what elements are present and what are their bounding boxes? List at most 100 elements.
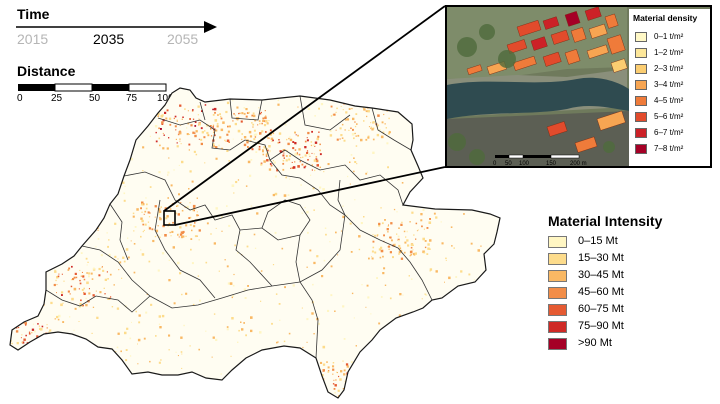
raster-cell <box>14 111 17 114</box>
raster-cell <box>470 242 473 245</box>
raster-cell <box>238 389 240 391</box>
raster-cell <box>320 361 323 364</box>
raster-cell <box>350 251 353 253</box>
raster-cell <box>269 372 273 376</box>
raster-cell <box>195 397 199 398</box>
raster-cell <box>266 159 269 162</box>
raster-cell <box>228 125 231 128</box>
raster-cell <box>202 388 206 391</box>
raster-cell <box>154 235 157 238</box>
raster-cell <box>155 88 159 91</box>
raster-cell <box>289 136 291 138</box>
density-label: 5–6 t/m² <box>654 112 684 121</box>
raster-cell <box>371 256 373 258</box>
raster-cell <box>140 99 142 102</box>
raster-cell <box>468 393 470 395</box>
raster-cell <box>186 127 188 129</box>
raster-cell <box>480 359 482 360</box>
raster-cell <box>227 125 229 128</box>
raster-cell <box>435 270 438 273</box>
inset-building <box>546 121 568 137</box>
raster-cell <box>184 108 186 110</box>
raster-cell <box>89 196 91 199</box>
raster-cell <box>47 109 49 111</box>
raster-cell <box>413 234 415 236</box>
raster-cell <box>69 293 71 295</box>
raster-cell <box>319 186 322 189</box>
raster-cell <box>167 197 169 199</box>
raster-cell <box>366 171 368 173</box>
raster-cell <box>221 230 223 232</box>
raster-cell <box>401 182 404 184</box>
raster-cell <box>124 185 126 187</box>
raster-cell <box>42 186 45 189</box>
year-2015[interactable]: 2015 <box>17 31 49 47</box>
raster-cell <box>41 325 44 328</box>
raster-cell <box>435 216 438 219</box>
raster-cell <box>88 275 90 278</box>
raster-cell <box>85 257 88 260</box>
time-axis-arrow[interactable] <box>14 20 219 34</box>
raster-cell <box>121 277 123 279</box>
raster-cell <box>190 238 193 240</box>
raster-cell <box>48 360 51 363</box>
raster-cell <box>231 184 235 187</box>
year-2055[interactable]: 2055 <box>167 31 199 47</box>
raster-cell <box>8 336 10 338</box>
raster-cell <box>389 236 392 239</box>
density-swatch <box>635 144 647 154</box>
raster-cell <box>260 162 263 165</box>
raster-cell <box>330 294 333 297</box>
raster-cell <box>158 315 161 318</box>
raster-cell <box>262 117 265 120</box>
raster-cell <box>333 379 335 381</box>
raster-cell <box>194 121 197 123</box>
density-label: 2–3 t/m² <box>654 64 684 73</box>
raster-cell <box>18 295 20 298</box>
raster-cell <box>120 350 122 353</box>
raster-cell <box>180 351 183 353</box>
raster-cell <box>398 244 401 247</box>
raster-cell <box>249 174 252 177</box>
raster-cell <box>476 378 478 380</box>
raster-cell <box>85 179 88 182</box>
raster-cell <box>203 136 206 139</box>
raster-cell <box>342 215 345 219</box>
raster-cell <box>261 130 264 133</box>
raster-cell <box>170 184 173 187</box>
raster-cell <box>83 292 86 295</box>
raster-cell <box>46 342 48 345</box>
raster-cell <box>239 112 241 114</box>
raster-cell <box>292 166 296 169</box>
study-area-marker[interactable] <box>163 210 176 226</box>
raster-cell <box>109 273 112 276</box>
raster-cell <box>144 210 147 213</box>
raster-cell <box>380 135 384 139</box>
inset-detail-map[interactable]: 0 50 100 150 200 m Material density 0–1 … <box>445 5 712 168</box>
raster-cell <box>13 352 17 356</box>
raster-cell <box>148 260 151 263</box>
raster-cell <box>198 123 201 126</box>
raster-cell <box>436 309 439 313</box>
raster-cell <box>442 203 445 206</box>
raster-cell <box>385 99 388 102</box>
raster-cell <box>190 124 193 127</box>
raster-cell <box>67 290 70 293</box>
inset-scale-tick-100: 100 <box>519 161 530 167</box>
raster-cell <box>314 393 318 396</box>
raster-cell <box>279 381 281 383</box>
raster-cell <box>279 319 281 321</box>
raster-cell <box>23 347 25 349</box>
raster-cell <box>83 179 85 181</box>
raster-cell <box>441 242 444 245</box>
raster-cell <box>441 103 444 106</box>
raster-cell <box>114 98 116 100</box>
raster-cell <box>42 126 45 129</box>
year-2035-active[interactable]: 2035 <box>93 31 125 47</box>
raster-cell <box>318 376 321 379</box>
raster-cell <box>317 380 319 382</box>
raster-cell <box>387 231 389 233</box>
raster-cell <box>46 327 48 329</box>
raster-cell <box>311 152 313 154</box>
